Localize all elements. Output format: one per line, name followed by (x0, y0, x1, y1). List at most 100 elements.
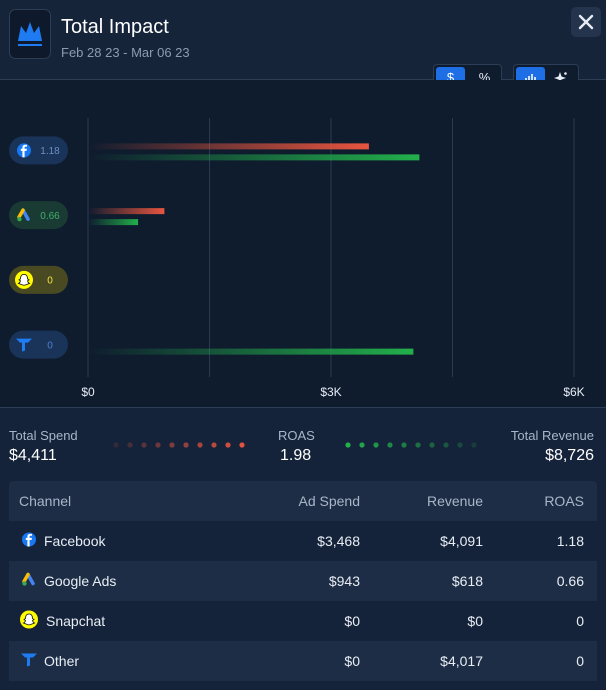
spend-dot (225, 442, 231, 448)
spend-dot (113, 442, 119, 448)
spend-dot (169, 442, 175, 448)
channel-name: Snapchat (46, 613, 106, 629)
table-row: Facebook $3,468 $4,091 1.18 (9, 521, 597, 561)
channel-badge: 0 (9, 265, 68, 294)
roas-total: 1.98 (280, 447, 312, 464)
roas-label: ROAS (278, 428, 315, 443)
facebook-f (25, 533, 32, 547)
chart: $0 $3K $6K 1.18 0.66 0 0 (0, 80, 606, 408)
column-header: Revenue (426, 493, 483, 509)
revenue-dot (401, 442, 407, 448)
spend-dot (141, 442, 147, 448)
header: Total Impact Feb 28 23 - Mar 06 23 (0, 0, 606, 80)
revenue-dot (387, 442, 393, 448)
revenue-label: Total Revenue (510, 428, 594, 443)
close-button[interactable] (571, 7, 601, 37)
percent-button[interactable]: % (478, 70, 491, 85)
cell: $3,468 (317, 533, 360, 549)
cell: $4,017 (440, 653, 483, 669)
cell: $4,091 (440, 533, 483, 549)
column-header: ROAS (544, 493, 584, 509)
bar (88, 154, 420, 161)
channel-name: Google Ads (44, 573, 117, 589)
spend-total: $4,411 (9, 447, 57, 464)
channel-badge: 0.66 (9, 201, 68, 230)
spend-dot (211, 442, 217, 448)
google-icon-dot (17, 216, 22, 222)
cell: 0.66 (556, 573, 584, 589)
cell: 0 (576, 653, 584, 669)
x-tick-label: $6K (563, 385, 584, 399)
google-icon-part (17, 208, 25, 219)
channel-badge: 0 (9, 330, 68, 359)
badge-label: 0.66 (40, 211, 60, 222)
channel-badge: 1.18 (9, 136, 68, 165)
channel-icon-svg (22, 572, 35, 586)
snapchat-ghost (17, 273, 31, 286)
spend-dot (155, 442, 161, 448)
revenue-dot (457, 442, 463, 448)
channel-name: Facebook (44, 533, 106, 549)
cell: 0 (576, 613, 584, 629)
cell: $0 (344, 613, 360, 629)
badge-pill (9, 330, 68, 359)
cell: $943 (328, 573, 360, 589)
date-range: Feb 28 23 - Mar 06 23 (61, 45, 190, 60)
badge-label: 0 (47, 340, 53, 351)
google-icon-part (22, 572, 30, 584)
cell: $618 (451, 573, 483, 589)
channel-table: Channel Ad Spend Revenue ROAS Facebook $3,468… (9, 481, 597, 681)
sparkle-icon (554, 72, 567, 84)
bar (88, 208, 165, 215)
cell: $0 (344, 653, 360, 669)
channel-name: Other (44, 653, 80, 669)
channel-icon (19, 650, 39, 673)
other-icon (21, 653, 37, 667)
channel-icon-svg (21, 653, 37, 667)
revenue-dot (373, 442, 379, 448)
revenue-dot (443, 442, 449, 448)
cell: 1.18 (556, 533, 584, 549)
spend-dot (239, 442, 245, 448)
column-header: Channel (19, 493, 72, 509)
spend-dot (127, 442, 133, 448)
badge-pill (9, 201, 68, 230)
revenue-dot (359, 442, 365, 448)
column-header: Ad Spend (298, 493, 361, 509)
sparkle-view-button[interactable] (547, 67, 576, 89)
facebook-f (20, 144, 27, 158)
bar (88, 143, 369, 150)
x-tick-label: $3K (320, 385, 341, 399)
revenue-dot (429, 442, 435, 448)
channel-icon (19, 610, 39, 633)
channel-icon-svg (20, 610, 38, 629)
channel-icon-svg (22, 532, 36, 547)
title: Total Impact (61, 16, 169, 38)
spend-dot (183, 442, 189, 448)
channel-icon (19, 530, 39, 553)
cell: $0 (467, 613, 483, 629)
table-header: Channel Ad Spend Revenue ROAS (9, 481, 597, 521)
spend-label: Total Spend (9, 428, 78, 443)
table-row: Other $0 $4,017 0 (9, 641, 597, 681)
badge-label: 0 (47, 276, 53, 287)
spend-dot (197, 442, 203, 448)
bar (88, 348, 414, 355)
table-row: Google Ads $943 $618 0.66 (9, 561, 597, 601)
dot-decoration (113, 442, 477, 448)
logo (9, 9, 51, 59)
snapchat-ghost (22, 613, 36, 626)
revenue-total: $8,726 (545, 447, 594, 464)
badge-label: 1.18 (40, 146, 60, 157)
google-icon-dot (22, 581, 27, 586)
other-icon (16, 338, 32, 352)
revenue-dot (471, 442, 477, 448)
close-icon (578, 14, 594, 30)
revenue-dot (415, 442, 421, 448)
bar (88, 219, 139, 226)
x-tick-label: $0 (81, 385, 95, 399)
revenue-dot (345, 442, 351, 448)
channel-icon (19, 570, 39, 593)
